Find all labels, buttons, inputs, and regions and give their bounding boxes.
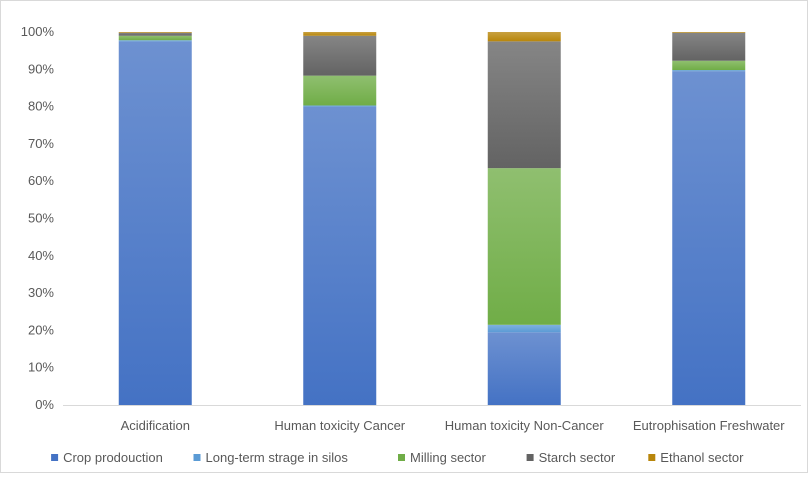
bar-stack-human-toxicity-non-cancer	[487, 32, 561, 405]
y-tick-label: 40%	[28, 248, 54, 263]
y-tick-label: 30%	[28, 285, 54, 300]
x-axis: Acidification Human toxicity Cancer Human …	[63, 405, 801, 433]
bar-ethanol-sector-human-toxicity-non-cancer	[487, 32, 561, 42]
y-tick-label: 50%	[28, 211, 54, 226]
bar-milling-sector-acidification	[118, 35, 192, 41]
x-tick-label: Acidification	[121, 418, 190, 433]
legend-item-long-term-strage-in-silos: Long-term strage in silos	[193, 450, 349, 465]
y-tick-label: 10%	[28, 360, 54, 375]
y-tick-label: 80%	[28, 99, 54, 114]
x-tick-label: Human toxicity Non-Cancer	[445, 418, 605, 433]
legend-item-starch-sector: Starch sector	[526, 450, 616, 465]
legend-label: Ethanol sector	[660, 450, 744, 465]
legend-label: Starch sector	[539, 450, 616, 465]
y-tick-label: 100%	[21, 24, 55, 39]
bars-group	[118, 32, 746, 405]
bar-long-term-strage-in-silos-eutrophisation-freshwater	[672, 70, 746, 72]
legend-label: Crop prodouction	[63, 450, 163, 465]
legend-item-milling-sector: Milling sector	[398, 450, 487, 465]
legend-item-ethanol-sector: Ethanol sector	[648, 450, 744, 465]
y-tick-label: 90%	[28, 61, 54, 76]
y-tick-label: 0%	[35, 397, 54, 412]
legend-item-crop-prodouction: Crop prodouction	[51, 450, 163, 465]
bar-crop-prodouction-eutrophisation-freshwater	[672, 71, 746, 405]
bar-milling-sector-human-toxicity-cancer	[303, 75, 377, 106]
x-tick-label: Human toxicity Cancer	[274, 418, 405, 433]
bar-stack-human-toxicity-cancer	[303, 32, 377, 405]
bar-starch-sector-human-toxicity-cancer	[303, 35, 377, 76]
y-tick-label: 70%	[28, 136, 54, 151]
bar-long-term-strage-in-silos-acidification	[118, 40, 192, 42]
bar-stack-acidification	[118, 32, 192, 405]
y-tick-label: 20%	[28, 322, 54, 337]
bar-starch-sector-human-toxicity-non-cancer	[487, 41, 561, 169]
legend-swatch	[648, 454, 656, 461]
legend-swatch	[193, 454, 201, 461]
bar-crop-prodouction-human-toxicity-non-cancer	[487, 332, 561, 405]
legend-swatch	[51, 454, 59, 461]
bar-crop-prodouction-acidification	[118, 41, 192, 405]
bar-milling-sector-eutrophisation-freshwater	[672, 60, 746, 71]
y-tick-label: 60%	[28, 173, 54, 188]
legend-label: Long-term strage in silos	[206, 450, 349, 465]
bar-ethanol-sector-human-toxicity-cancer	[303, 32, 377, 36]
bar-ethanol-sector-eutrophisation-freshwater	[672, 32, 746, 33]
bar-crop-prodouction-human-toxicity-cancer	[303, 106, 377, 405]
bar-stack-eutrophisation-freshwater	[672, 32, 746, 405]
bar-starch-sector-acidification	[118, 32, 192, 36]
bar-long-term-strage-in-silos-human-toxicity-cancer	[303, 105, 377, 107]
x-tick-label: Eutrophisation Freshwater	[633, 418, 785, 433]
bar-starch-sector-eutrophisation-freshwater	[672, 32, 746, 61]
legend-swatch	[526, 454, 534, 461]
legend: Crop prodouction Long-term strage in silo…	[51, 450, 744, 465]
legend-label: Milling sector	[410, 450, 487, 465]
y-axis: 0% 10% 20% 30% 40% 50% 60% 70% 80% 90% 100%	[21, 24, 55, 412]
legend-swatch	[398, 454, 405, 461]
bar-ethanol-sector-acidification	[118, 32, 192, 33]
bar-long-term-strage-in-silos-human-toxicity-non-cancer	[487, 324, 561, 333]
bar-milling-sector-human-toxicity-non-cancer	[487, 168, 561, 325]
